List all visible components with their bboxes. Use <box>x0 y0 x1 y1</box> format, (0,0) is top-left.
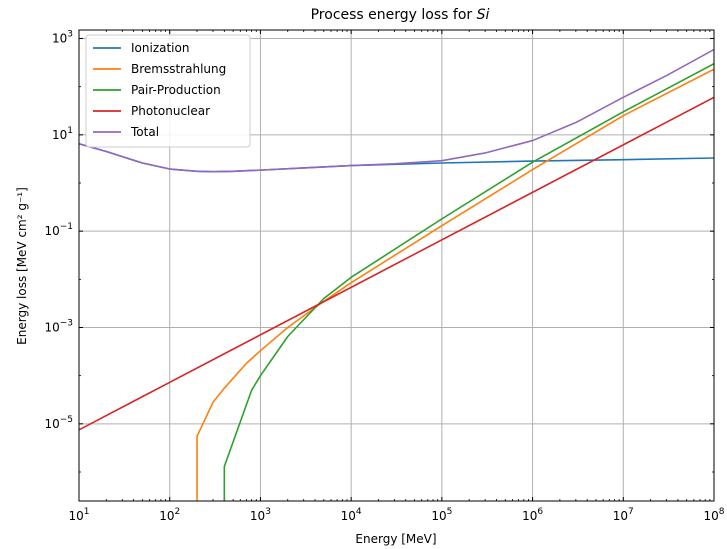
legend-label: Ionization <box>131 41 189 55</box>
y-tick-label: 101 <box>52 126 73 142</box>
series-layer <box>79 48 714 501</box>
legend-label: Photonuclear <box>131 104 210 118</box>
x-tick-label: 108 <box>703 507 724 523</box>
legend-label: Bremsstrahlung <box>131 62 226 76</box>
legend-label: Total <box>130 125 159 139</box>
series-line-total <box>79 48 714 173</box>
x-tick-label: 102 <box>159 507 180 523</box>
series-line-photonuclear <box>79 96 714 431</box>
series-line-pair-production <box>223 62 714 501</box>
x-tick-label: 103 <box>250 507 271 523</box>
legend-box <box>85 34 251 148</box>
y-tick-label: 10−1 <box>44 222 73 238</box>
legend: Ionization Bremsstrahlung Pair-Production P… <box>85 34 251 148</box>
x-axis-label: Energy [MeV] <box>355 532 436 546</box>
legend-label: Pair-Production <box>131 83 221 97</box>
y-tick-label: 103 <box>52 29 73 45</box>
y-axis-label: Energy loss [MeV cm² g⁻¹] <box>15 187 29 345</box>
y-tick-label: 10−5 <box>44 415 73 431</box>
x-tick-label: 104 <box>341 507 362 523</box>
chart-title: Process energy loss for Si <box>311 7 490 23</box>
x-tick-label: 106 <box>522 507 543 523</box>
x-tick-label: 107 <box>613 507 634 523</box>
x-tick-label: 105 <box>431 507 452 523</box>
x-tick-label: 101 <box>68 507 89 523</box>
y-tick-label: 10−3 <box>44 318 73 334</box>
x-axis: 101 102 103 104 105 106 107 108 <box>68 30 725 523</box>
series-line-bremsstrahlung <box>196 68 714 501</box>
y-axis: 10−5 10−3 10−1 101 103 <box>44 29 714 431</box>
plot-frame <box>78 29 715 502</box>
